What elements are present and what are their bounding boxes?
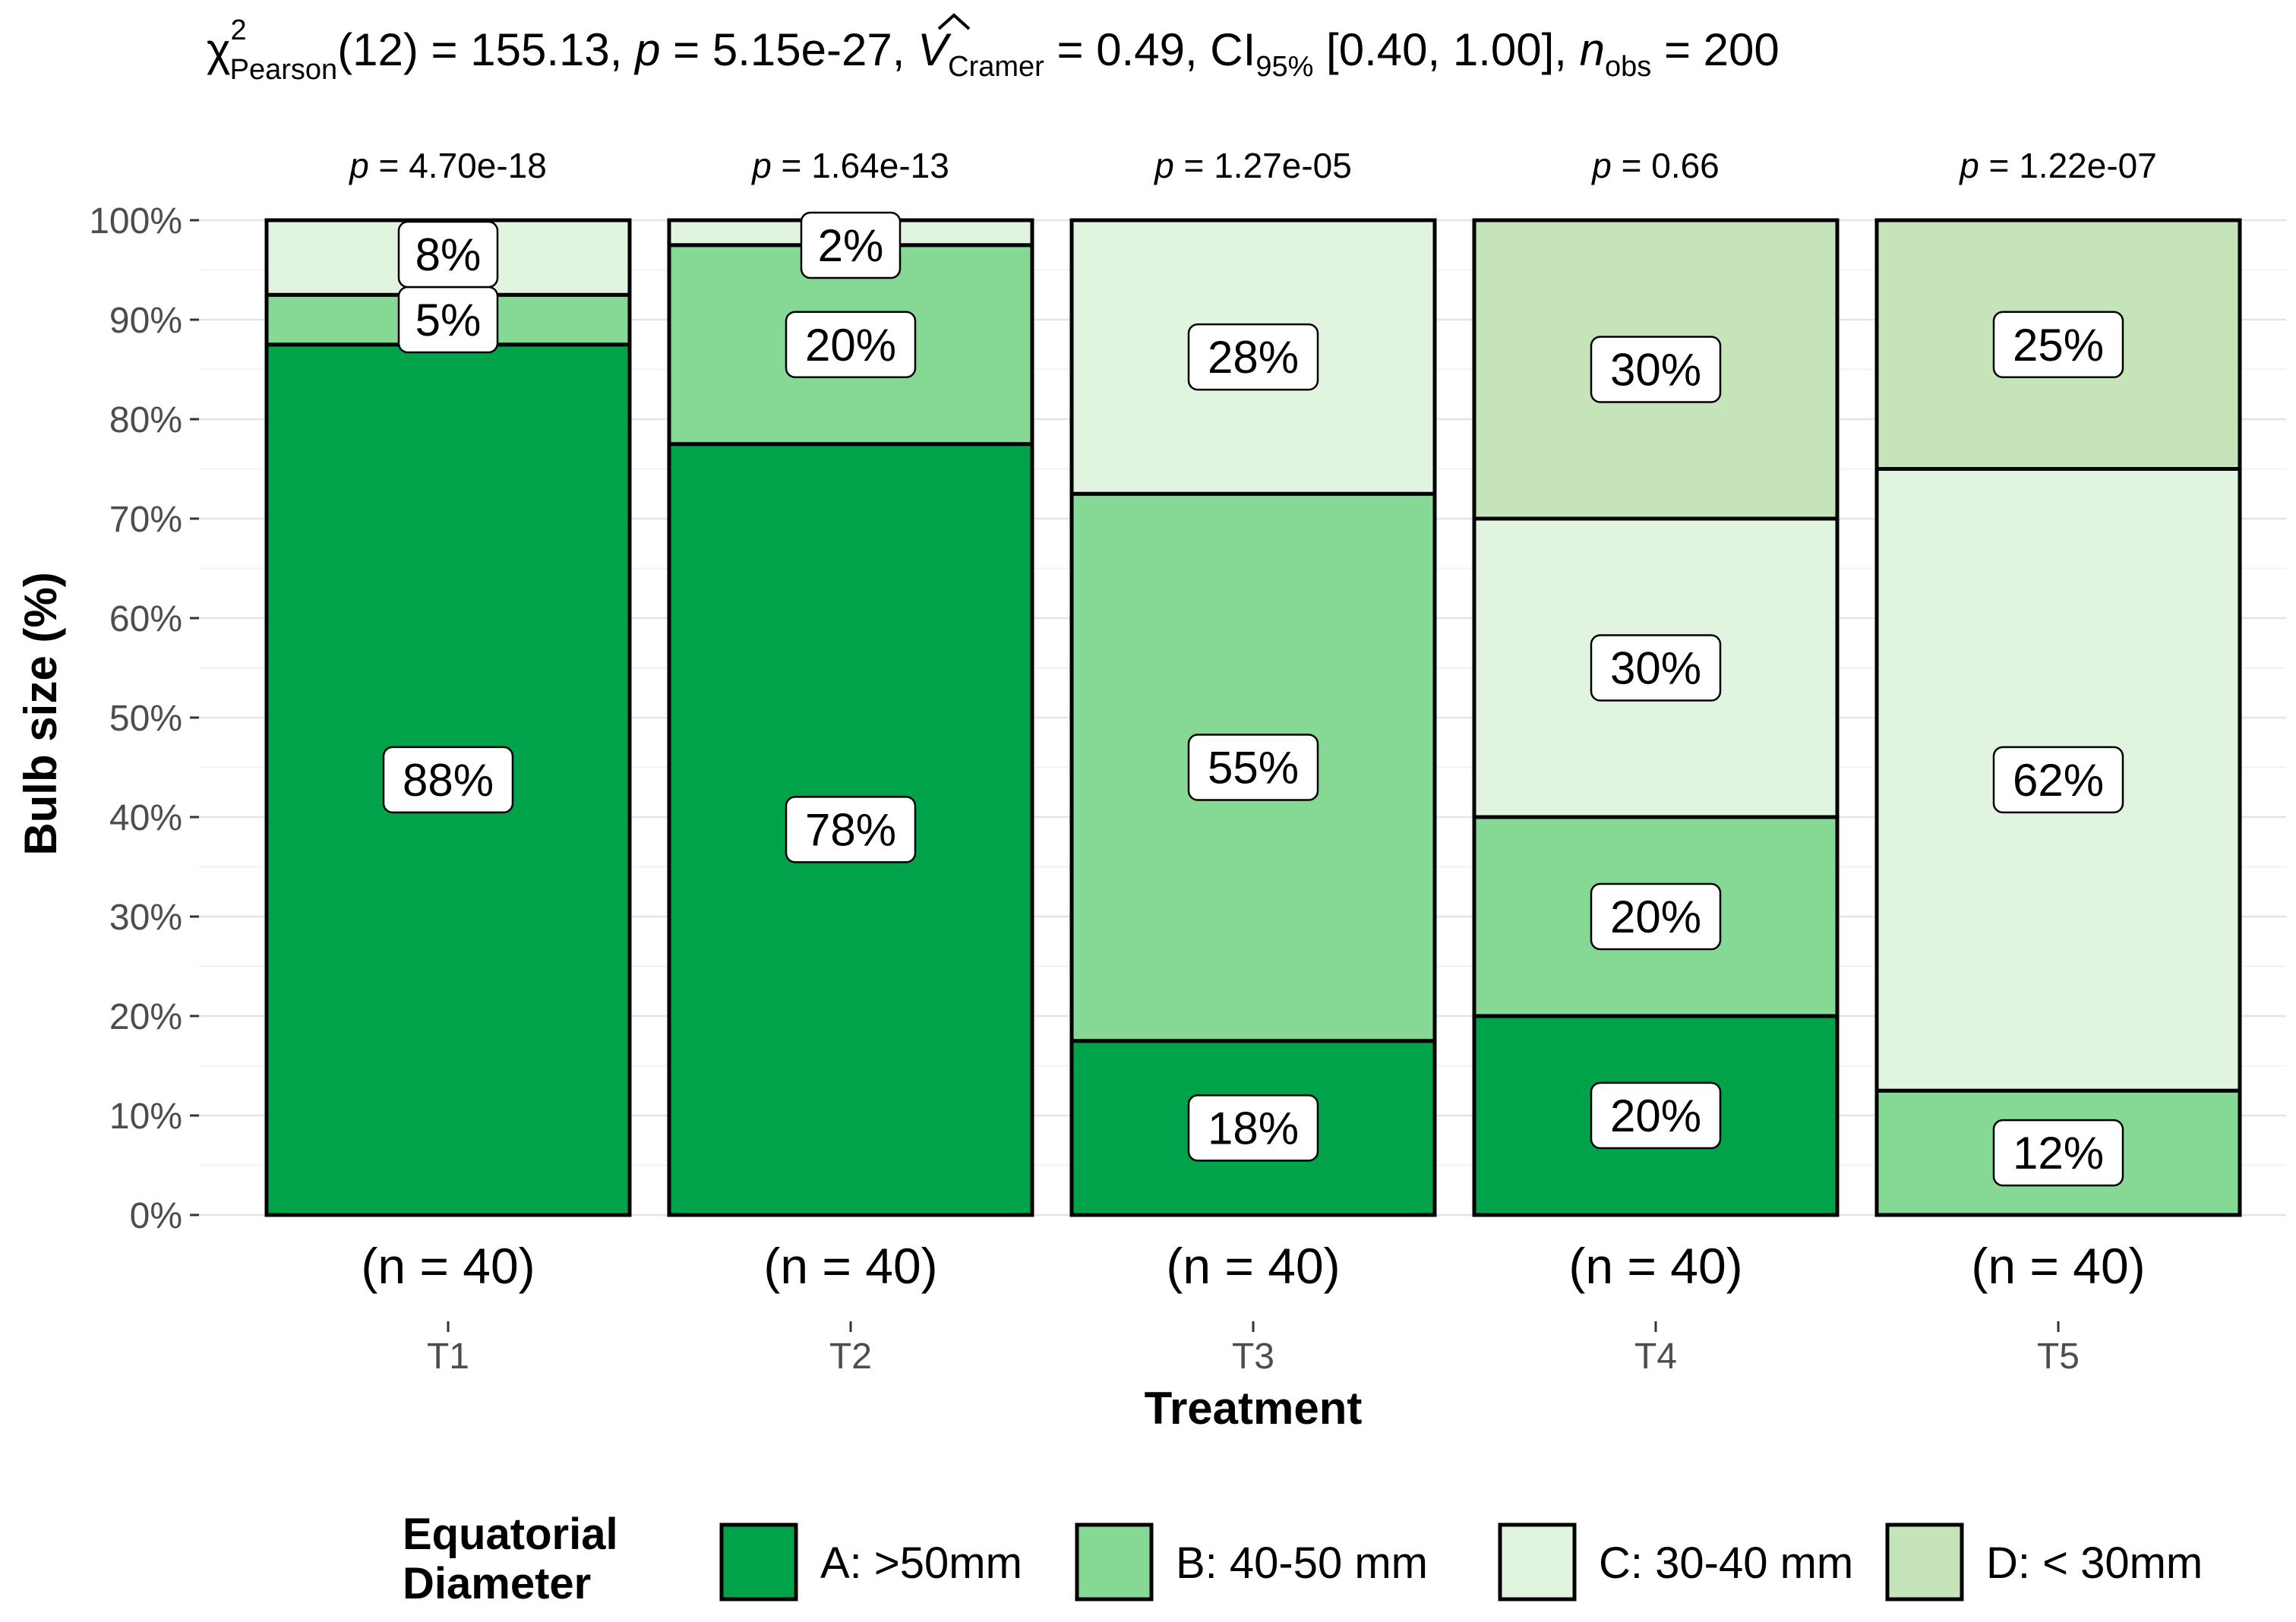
data-label: 18% — [1208, 1103, 1299, 1153]
legend-label-d: D: < 30mm — [1986, 1538, 2203, 1588]
y-tick-label: 0% — [130, 1196, 182, 1236]
bar-p-value: p = 0.66 — [1590, 146, 1720, 185]
data-label: 2% — [818, 220, 884, 271]
legend-swatch-b — [1075, 1523, 1154, 1601]
subtitle-n-sub: obs — [1605, 51, 1651, 83]
subtitle-v-sub: Cramer — [948, 51, 1044, 83]
data-label-box — [1590, 1081, 1722, 1150]
legend-label-c: C: 30-40 mm — [1599, 1538, 1853, 1588]
legend-label-a: A: >50mm — [820, 1538, 1022, 1588]
data-label-box — [1992, 311, 2124, 378]
data-label-box — [1992, 746, 2124, 814]
subtitle-ci-sub: 95% — [1255, 51, 1313, 83]
data-label: 5% — [415, 295, 482, 346]
data-label-box — [785, 796, 917, 863]
bar-p-value: p = 1.27e-05 — [1153, 146, 1352, 185]
data-label-box — [1590, 634, 1722, 702]
y-tick-label: 90% — [109, 301, 182, 341]
x-tick-label: T4 — [1634, 1336, 1677, 1377]
subtitle-df-stat: (12) = 155.13, — [337, 24, 635, 75]
legend-title-line1: Equatorial — [403, 1510, 618, 1559]
data-label: 20% — [1610, 891, 1701, 942]
data-label: 30% — [1610, 643, 1701, 694]
legend-swatch-c — [1498, 1523, 1577, 1601]
y-tick-label: 20% — [109, 997, 182, 1037]
data-label: 30% — [1610, 345, 1701, 396]
data-label-box — [800, 211, 902, 279]
bar-p-value: p = 1.22e-07 — [1958, 146, 2157, 185]
y-tick-label: 30% — [109, 898, 182, 938]
data-label: 62% — [2013, 755, 2104, 806]
subtitle-v: V — [917, 24, 952, 75]
y-tick-label: 80% — [109, 400, 182, 440]
y-tick-label: 70% — [109, 500, 182, 540]
bar-n-label: (n = 40) — [1568, 1238, 1742, 1294]
bar-p-value: p = 4.70e-18 — [348, 146, 547, 185]
data-label-box — [397, 220, 499, 289]
subtitle-ci-value: [0.40, 1.00], — [1313, 24, 1579, 75]
y-tick-label: 100% — [89, 201, 182, 241]
data-label-box — [785, 311, 917, 378]
data-labels: 88% 5% 8% p = 4.70e-18 78% 20% 2% p = 1.64e-13 1… — [348, 146, 2157, 1187]
x-tick-label: T3 — [1232, 1336, 1274, 1377]
data-label-box — [1992, 1119, 2124, 1187]
y-axis-ticks: 0% 10% 20% 30% 40% 50% 60% 70% 80% 90% 100% — [89, 201, 199, 1236]
y-tick-label: 10% — [109, 1097, 182, 1137]
bar-n-label: (n = 40) — [361, 1238, 535, 1294]
x-axis: (n = 40) T1 (n = 40) T2 (n = 40) T3 (n = 40) T4… — [361, 1238, 2145, 1377]
bar-n-label: (n = 40) — [1166, 1238, 1340, 1294]
subtitle-chi: χ — [207, 24, 231, 75]
data-label: 20% — [805, 320, 896, 371]
y-tick-label: 60% — [109, 599, 182, 639]
x-tick-label: T2 — [829, 1336, 872, 1377]
bars — [264, 218, 2242, 1217]
x-axis-label: Treatment — [1145, 1383, 1363, 1434]
bar-n-label: (n = 40) — [1971, 1238, 2145, 1294]
data-label-box — [1187, 323, 1319, 391]
data-label-box — [1187, 1094, 1319, 1162]
data-label: 28% — [1208, 332, 1299, 383]
bar-p-value: p = 1.64e-13 — [750, 146, 949, 185]
data-label: 25% — [2013, 320, 2104, 371]
data-label: 88% — [403, 755, 494, 806]
data-label: 20% — [1610, 1090, 1701, 1141]
data-label: 78% — [805, 804, 896, 855]
subtitle-v-value: = 0.49, CI — [1044, 24, 1256, 75]
legend: Equatorial Diameter A: >50mm B: 40-50 mm C… — [403, 1510, 2203, 1608]
v-hat-mark — [937, 13, 971, 30]
y-tick-label: 50% — [109, 699, 182, 739]
legend-label-b: B: 40-50 mm — [1176, 1538, 1428, 1588]
data-label: 12% — [2013, 1128, 2104, 1179]
chart-subtitle: χ2 Pearson(12) = 155.13, p = 5.15e-27, VC… — [207, 14, 1780, 86]
y-axis-label: Bulb size (%) — [15, 572, 66, 855]
data-label-box — [1590, 336, 1722, 403]
subtitle-chi-sup: 2 — [231, 14, 247, 46]
subtitle-chi-sub: Pearson — [230, 54, 338, 86]
subtitle-n: n — [1580, 24, 1605, 75]
data-label-box — [1590, 882, 1722, 951]
legend-title-line2: Diameter — [403, 1559, 591, 1608]
legend-title: Equatorial Diameter — [403, 1510, 630, 1608]
x-tick-label: T5 — [2037, 1336, 2080, 1377]
bar-n-label: (n = 40) — [763, 1238, 937, 1294]
data-label: 8% — [415, 229, 482, 280]
data-label-box — [382, 746, 514, 814]
data-label-box — [1187, 734, 1319, 801]
subtitle-p: p — [633, 24, 660, 75]
subtitle-n-value: = 200 — [1651, 24, 1780, 75]
legend-swatch-a — [719, 1523, 798, 1601]
data-label: 55% — [1208, 743, 1299, 794]
legend-swatch-d — [1885, 1523, 1964, 1601]
subtitle-p-value: = 5.15e-27, — [661, 24, 918, 75]
x-tick-label: T1 — [427, 1336, 469, 1377]
y-tick-label: 40% — [109, 798, 182, 838]
